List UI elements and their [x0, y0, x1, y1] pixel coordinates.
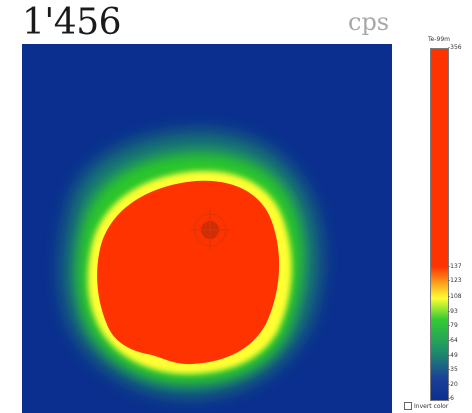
legend-tick: -356 [448, 44, 462, 51]
legend-tick: -49 [448, 351, 458, 359]
legend-tick: -20 [448, 380, 458, 388]
legend-tick: -79 [448, 321, 458, 329]
legend-tick: -6 [448, 395, 454, 402]
invert-color-checkbox[interactable] [404, 402, 412, 410]
legend-title: Te-99m [428, 36, 450, 43]
count-rate-unit: cps [348, 8, 390, 36]
invert-color-toggle[interactable]: Invert color [404, 402, 448, 410]
activity-contour-hot [97, 180, 280, 365]
crosshair-icon[interactable] [190, 210, 230, 250]
colorbar-gradient [431, 49, 448, 400]
activity-heatmap[interactable] [22, 44, 392, 413]
legend-tick: -64 [448, 336, 458, 344]
legend-tick: -35 [448, 365, 458, 373]
legend-tick: -137 [448, 263, 462, 271]
legend-tick: -108 [448, 292, 462, 300]
colorbar [430, 48, 449, 401]
invert-color-label: Invert color [414, 402, 449, 410]
legend-tick: -123 [448, 277, 462, 285]
legend-tick: -93 [448, 307, 458, 315]
color-legend: Te-99m -356 -137 -123 -108 -93 -79 -64 -49 -35 -2… [420, 36, 472, 413]
count-rate-value: 1'456 [22, 2, 122, 43]
heatmap-svg [22, 44, 392, 413]
